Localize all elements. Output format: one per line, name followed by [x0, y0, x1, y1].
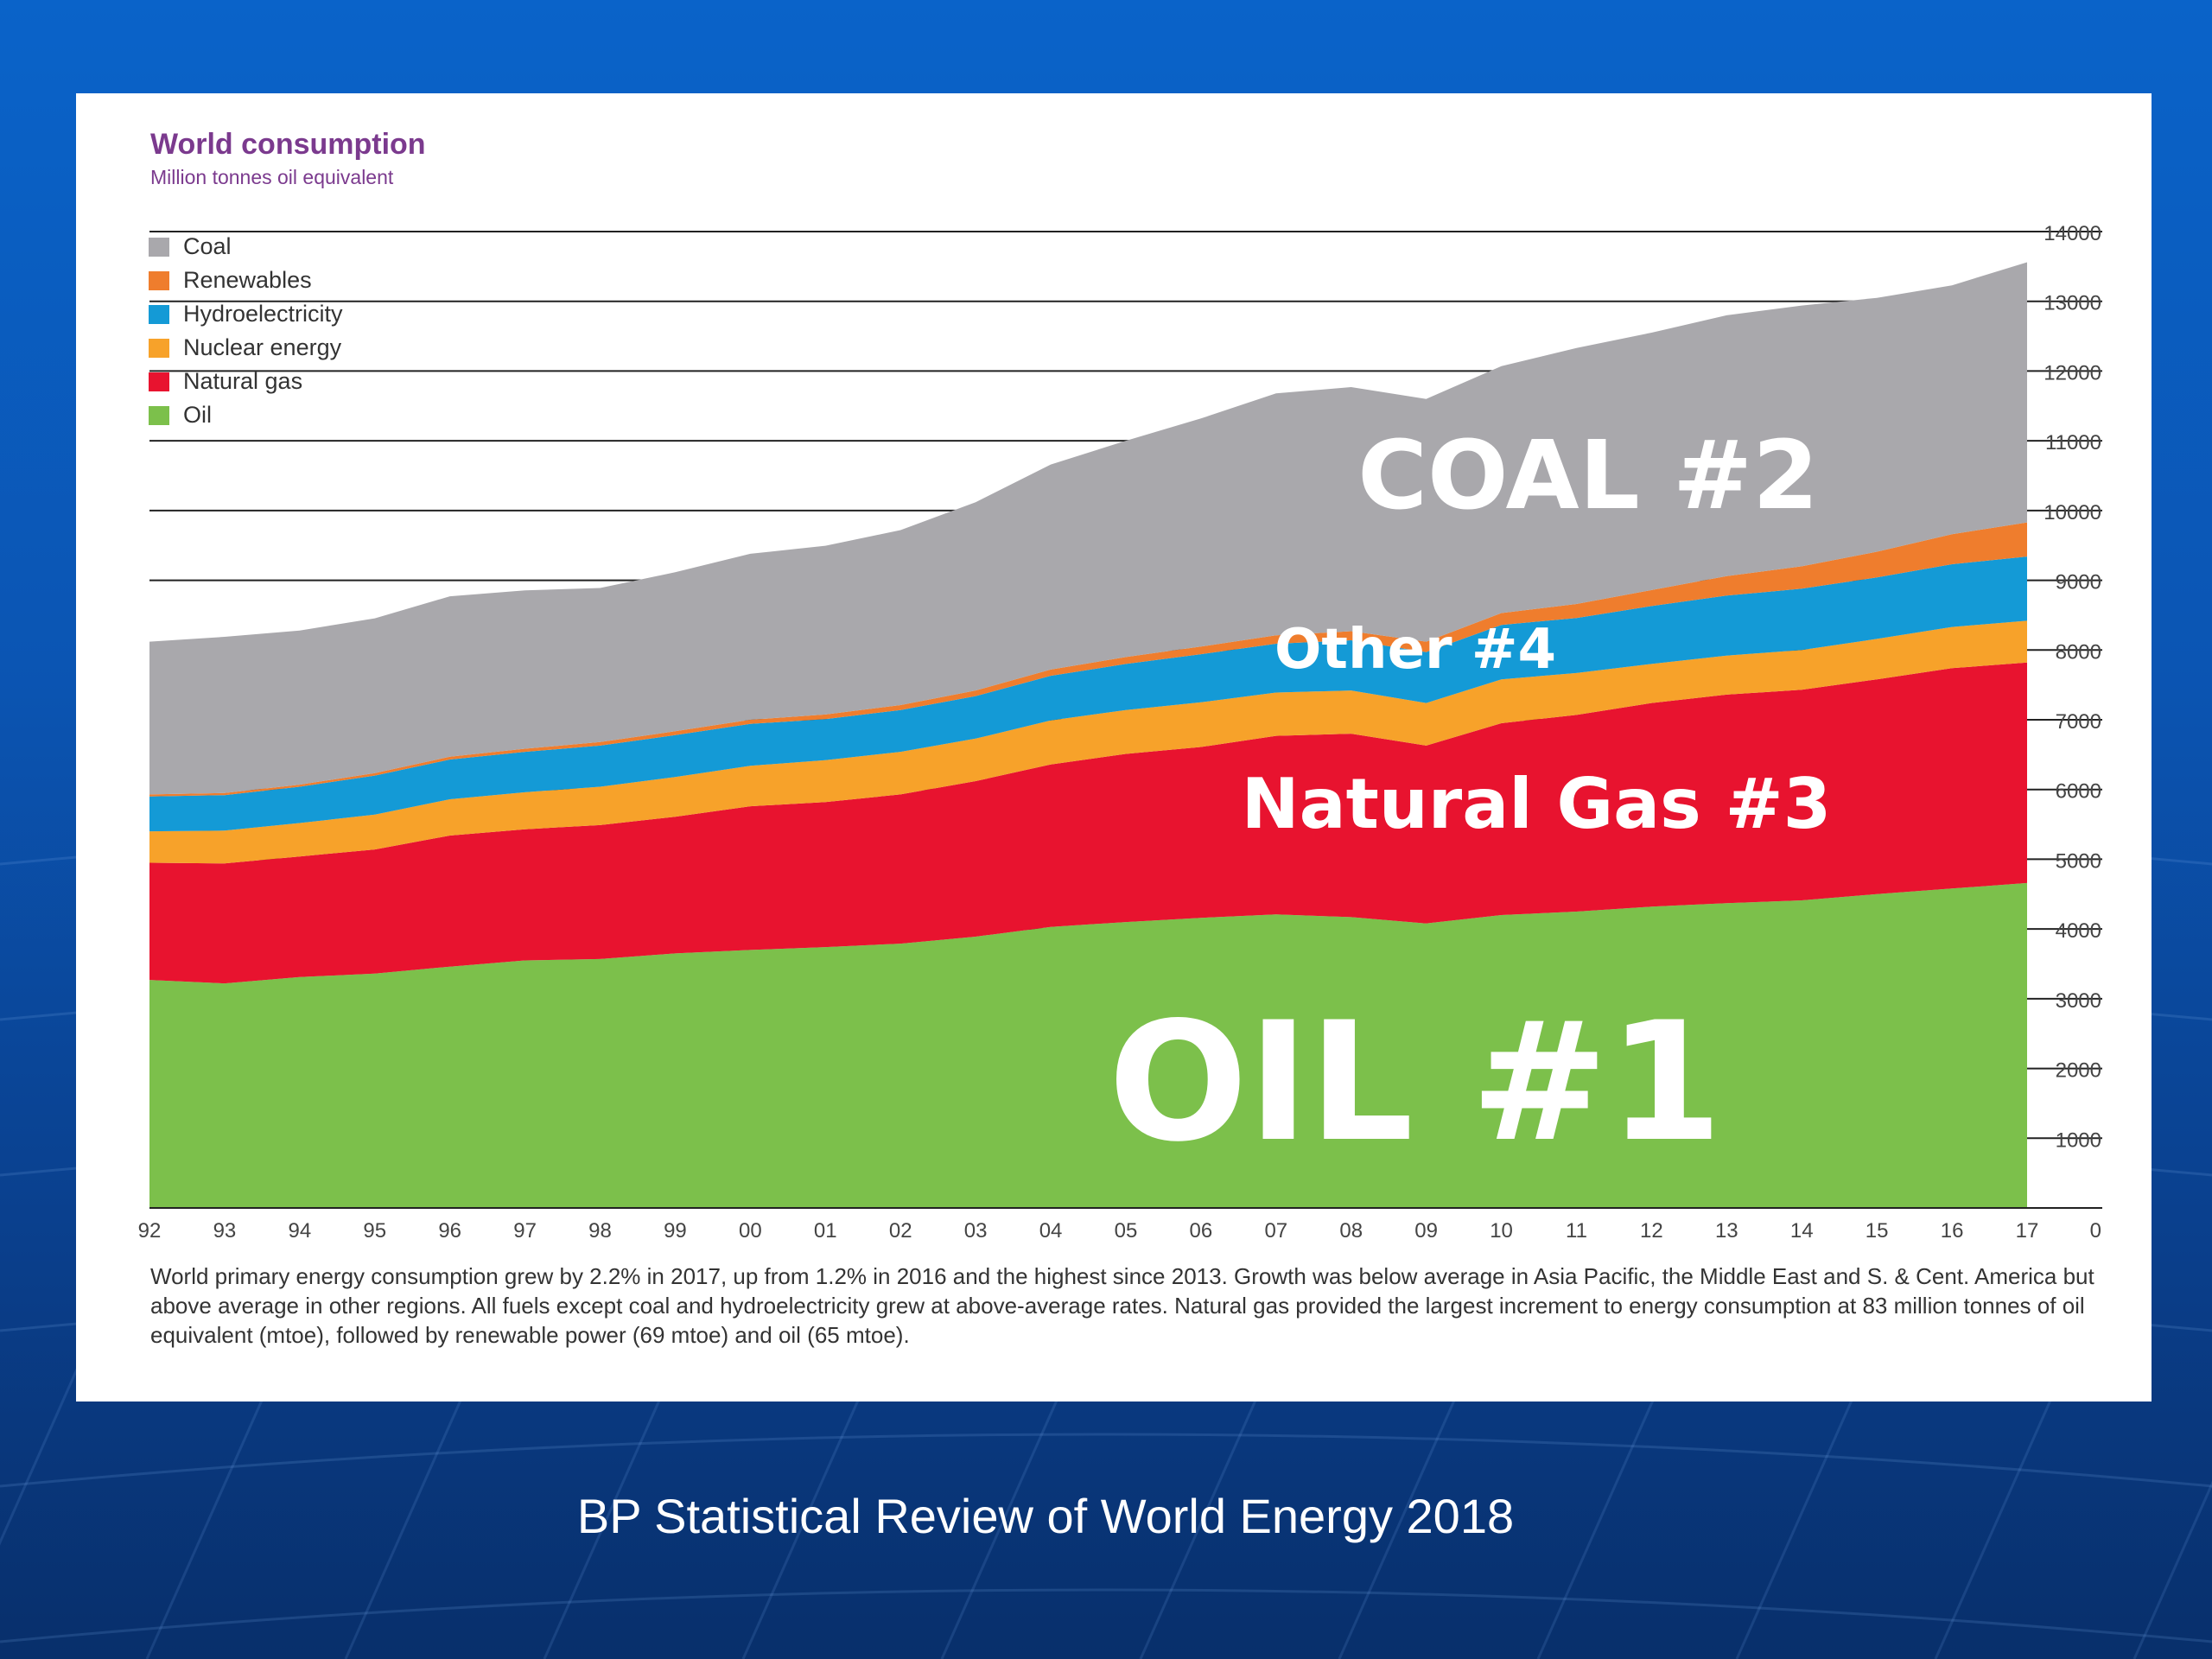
- y-tick-label: 2000: [2056, 1059, 2101, 1083]
- chart-panel: World consumption Million tonnes oil equ…: [76, 93, 2152, 1402]
- y-tick-label: 8000: [2056, 640, 2101, 664]
- x-tick-label: 93: [213, 1219, 237, 1243]
- legend-item: Nuclear energy: [149, 331, 343, 365]
- legend-item: Coal: [149, 230, 343, 264]
- legend-label: Coal: [183, 233, 232, 259]
- y-tick-label: 1000: [2056, 1128, 2101, 1152]
- x-tick-label: 92: [138, 1219, 162, 1243]
- x-tick-label: 98: [588, 1219, 612, 1243]
- legend-swatch: [149, 237, 169, 257]
- x-tick-label: 00: [739, 1219, 762, 1243]
- area-hydroelectricity: [149, 556, 2027, 832]
- legend-swatch: [149, 338, 169, 358]
- y-tick-label: 14000: [2044, 222, 2101, 245]
- y-tick-label: 7000: [2056, 710, 2101, 734]
- x-tick-label: 09: [1414, 1219, 1438, 1243]
- y-tick-label: 10000: [2044, 501, 2101, 524]
- x-tick-label: 08: [1339, 1219, 1363, 1243]
- y-tick-label: 11000: [2045, 431, 2101, 454]
- y-tick-label: 5000: [2056, 849, 2101, 873]
- legend-label: Natural gas: [183, 368, 303, 394]
- legend-item: Renewables: [149, 264, 343, 297]
- x-tick-label: 99: [664, 1219, 687, 1243]
- legend-swatch: [149, 270, 169, 290]
- annotation-label: Other #4: [1274, 618, 1556, 682]
- x-tick-label: 11: [1566, 1219, 1587, 1243]
- chart-legend: Coal Renewables Hydroelectricity Nuclear en…: [149, 230, 343, 432]
- area-coal: [149, 262, 2027, 795]
- legend-swatch: [149, 372, 169, 391]
- chart-title: World consumption: [150, 128, 426, 161]
- x-tick-label: 01: [814, 1219, 837, 1243]
- x-tick-label: 13: [1715, 1219, 1738, 1243]
- x-tick-label: 06: [1190, 1219, 1213, 1243]
- background-curve: [2133, 1480, 2212, 1659]
- chart-caption: World primary energy consumption grew by…: [150, 1263, 2094, 1348]
- y-tick-label: 6000: [2056, 780, 2101, 804]
- area-natural-gas: [149, 662, 2027, 984]
- legend-item: Hydroelectricity: [149, 297, 343, 331]
- legend-item: Oil: [149, 398, 343, 432]
- background-curve: [0, 1433, 2212, 1488]
- area-oil: [149, 882, 2027, 1208]
- legend-swatch: [149, 405, 169, 425]
- legend-label: Nuclear energy: [183, 334, 342, 360]
- legend-item: Natural gas: [149, 365, 343, 398]
- x-tick-label: 10: [1490, 1219, 1513, 1243]
- legend-label: Hydroelectricity: [183, 301, 343, 327]
- y-tick-label: 4000: [2056, 919, 2101, 943]
- stacked-area-chart: 0100020003000400050006000700080009000100…: [138, 222, 2102, 1243]
- y-tick-label: 0: [2090, 1219, 2101, 1243]
- annotation-label: Natural Gas #3: [1242, 764, 1832, 844]
- annotation-label: COAL #2: [1357, 420, 1819, 531]
- y-tick-label: 9000: [2056, 571, 2101, 594]
- legend-label: Oil: [183, 402, 212, 428]
- x-tick-label: 14: [1790, 1219, 1814, 1243]
- x-tick-label: 04: [1039, 1219, 1063, 1243]
- x-tick-label: 96: [438, 1219, 461, 1243]
- x-tick-label: 97: [513, 1219, 537, 1243]
- x-tick-label: 15: [1866, 1219, 1889, 1243]
- x-tick-label: 17: [2016, 1219, 2039, 1243]
- source-citation: BP Statistical Review of World Energy 20…: [576, 1489, 1515, 1543]
- annotation-label: OIL #1: [1109, 987, 1723, 1178]
- x-tick-label: 02: [889, 1219, 912, 1243]
- chart-subtitle: Million tonnes oil equivalent: [150, 166, 394, 188]
- y-tick-label: 12000: [2044, 361, 2101, 385]
- legend-swatch: [149, 304, 169, 324]
- background-curve: [0, 1588, 2212, 1643]
- y-tick-label: 13000: [2044, 292, 2101, 315]
- x-tick-label: 03: [964, 1219, 988, 1243]
- area-nuclear-energy: [149, 620, 2027, 864]
- background-curve: [0, 1347, 88, 1546]
- x-tick-label: 12: [1640, 1219, 1663, 1243]
- x-tick-label: 95: [363, 1219, 386, 1243]
- y-tick-label: 3000: [2056, 989, 2101, 1013]
- x-tick-label: 05: [1115, 1219, 1138, 1243]
- x-tick-label: 94: [288, 1219, 311, 1243]
- x-tick-label: 16: [1941, 1219, 1964, 1243]
- legend-label: Renewables: [183, 267, 312, 293]
- x-tick-label: 07: [1264, 1219, 1287, 1243]
